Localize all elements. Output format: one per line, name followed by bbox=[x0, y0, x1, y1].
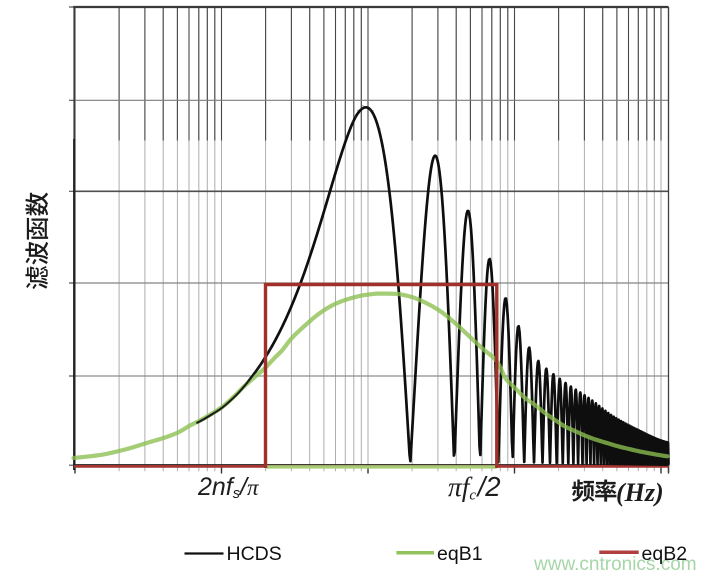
svg-text:HCDS: HCDS bbox=[227, 543, 282, 565]
svg-text:www.cntronics.com: www.cntronics.com bbox=[533, 554, 697, 575]
svg-text:πfc/2: πfc/2 bbox=[448, 471, 501, 504]
svg-text:(Hz): (Hz) bbox=[616, 478, 664, 507]
svg-text:eqB1: eqB1 bbox=[437, 543, 483, 565]
svg-text:eqB2: eqB2 bbox=[642, 543, 688, 565]
svg-text:2nfs/π: 2nfs/π bbox=[197, 473, 260, 502]
